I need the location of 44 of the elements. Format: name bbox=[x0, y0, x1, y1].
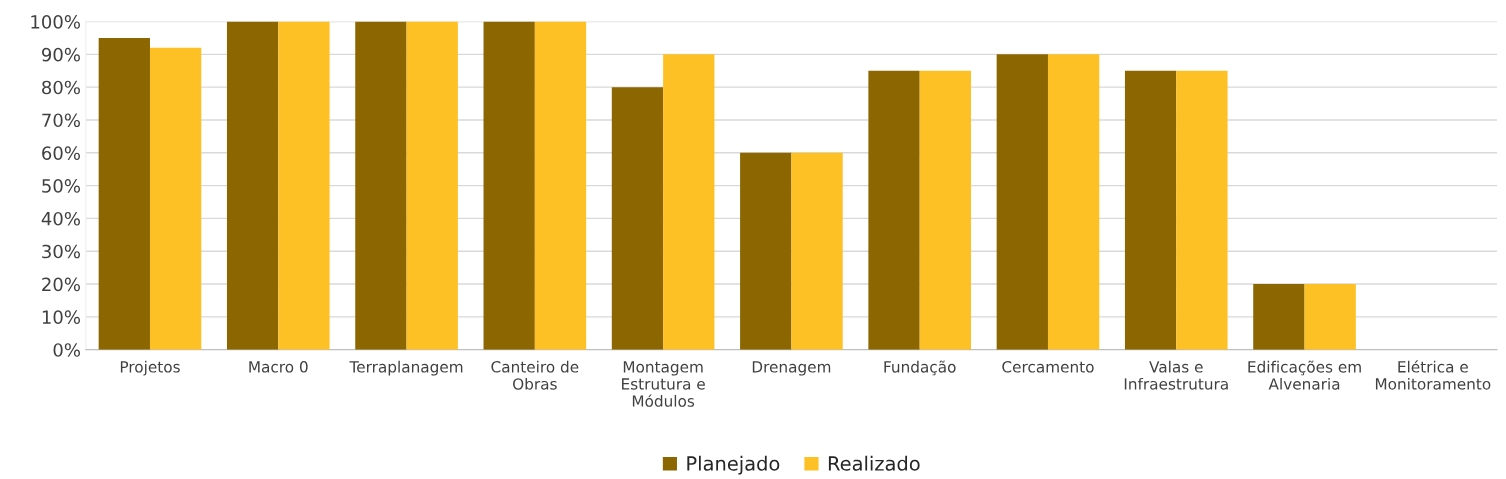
x-tick-label: Drenagem bbox=[752, 361, 831, 376]
bar bbox=[996, 54, 1048, 350]
x-tick-label: Projetos bbox=[120, 360, 180, 376]
bar bbox=[740, 152, 792, 350]
bar bbox=[1253, 284, 1305, 350]
x-tick-label: Cercamento bbox=[1002, 361, 1094, 373]
bar bbox=[226, 21, 279, 350]
y-tick-label: 90% bbox=[41, 47, 80, 62]
x-tick-label: Edificações em Alvenaria bbox=[1248, 360, 1361, 390]
x-tick-label: Elétrica e Monitoramento bbox=[1375, 360, 1491, 390]
bar bbox=[406, 21, 458, 350]
bar bbox=[1124, 70, 1177, 350]
bar bbox=[611, 87, 664, 350]
y-tick-label: 40% bbox=[41, 211, 80, 226]
legend-label: Realizado bbox=[828, 455, 920, 471]
bar bbox=[149, 47, 202, 350]
y-tick-label: 30% bbox=[42, 244, 80, 259]
y-tick-label: 0% bbox=[53, 343, 80, 357]
x-tick-label: Canteiro de Obras bbox=[491, 360, 579, 390]
bar bbox=[791, 152, 843, 350]
legend-label: Planejado bbox=[687, 455, 780, 475]
x-tick-label: Valas e Infraestrutura bbox=[1124, 360, 1228, 390]
y-tick-label: 60% bbox=[42, 146, 80, 160]
bar bbox=[919, 70, 971, 350]
bar bbox=[663, 54, 715, 350]
y-tick-label: 70% bbox=[42, 113, 80, 128]
y-tick-label: 100% bbox=[31, 15, 80, 29]
bar bbox=[1047, 54, 1100, 350]
y-tick-label: 20% bbox=[42, 277, 80, 292]
x-tick-label: Macro 0 bbox=[249, 361, 308, 373]
bar bbox=[483, 21, 535, 350]
x-tick-label: Terraplanagem bbox=[349, 360, 463, 376]
bar bbox=[278, 21, 330, 350]
y-tick-label: 10% bbox=[42, 310, 80, 324]
bar bbox=[868, 70, 920, 350]
bar bbox=[355, 21, 407, 350]
bar bbox=[1304, 284, 1356, 350]
x-tick-label: Montagem Estrutura e Módulos bbox=[622, 361, 705, 407]
x-tick-label: Fundação bbox=[884, 360, 956, 376]
y-tick-label: 50% bbox=[42, 179, 80, 193]
bar bbox=[534, 21, 587, 350]
bar bbox=[1176, 70, 1228, 350]
y-tick-label: 80% bbox=[42, 80, 80, 95]
bar bbox=[98, 37, 150, 350]
